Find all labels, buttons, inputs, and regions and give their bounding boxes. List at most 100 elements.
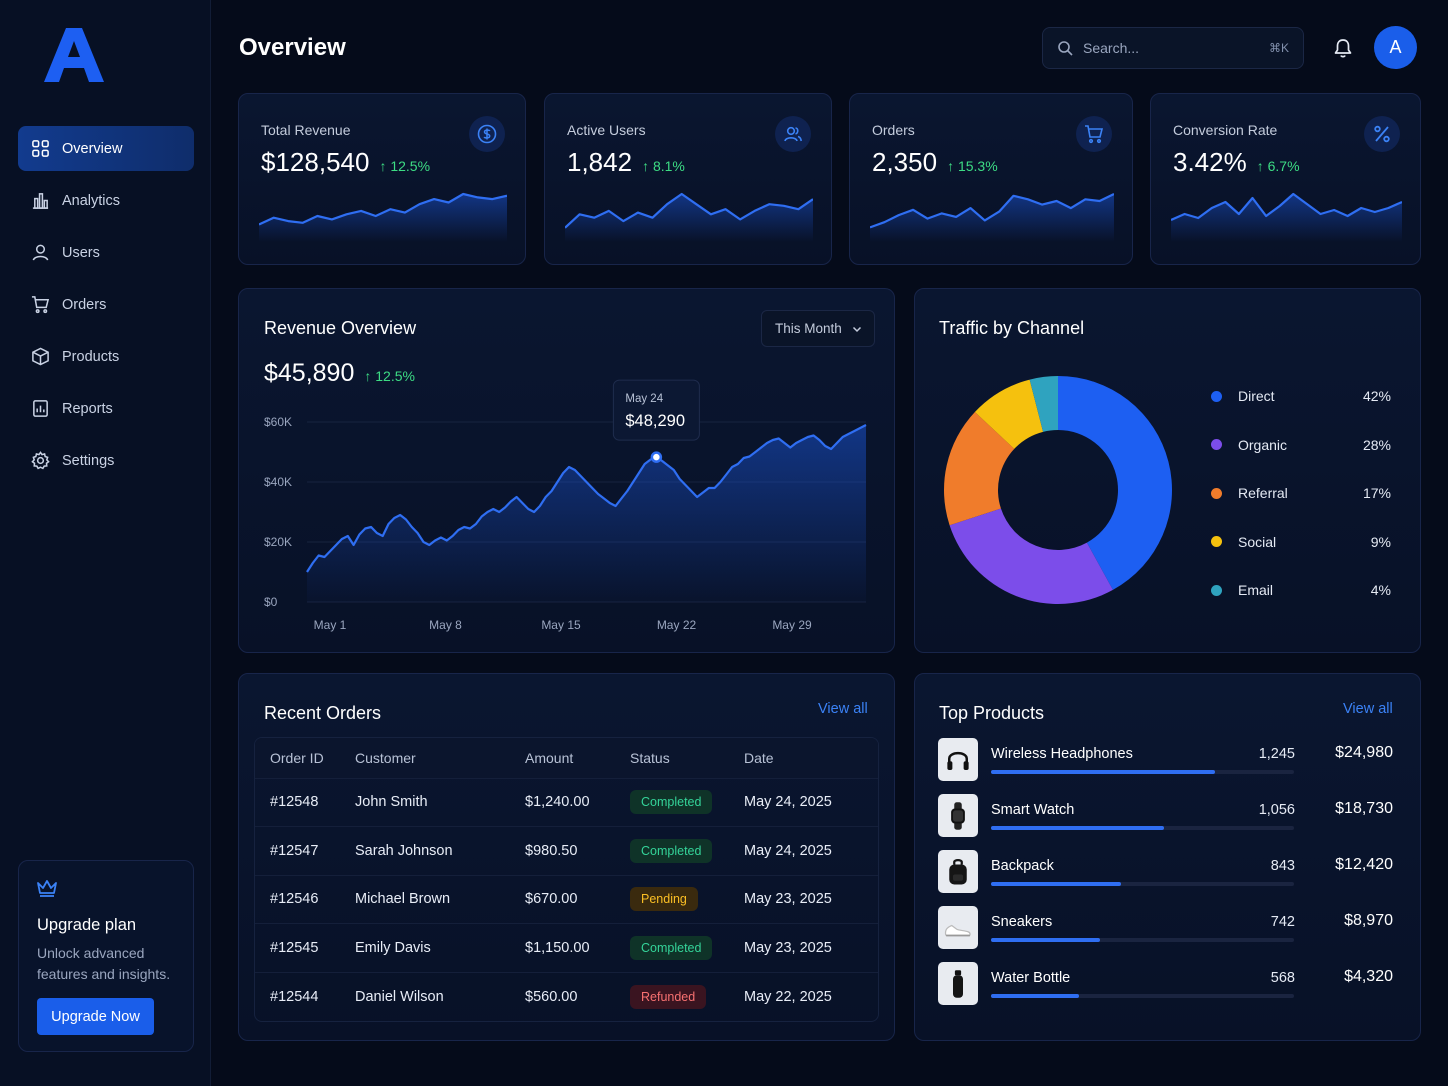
revenue-area (307, 425, 866, 602)
kpi-title: Active Users (567, 122, 646, 138)
cart-icon (31, 296, 50, 314)
sidebar-item-reports[interactable]: Reports (18, 386, 194, 431)
legend-percent: 9% (1370, 533, 1391, 550)
donut-slice-email[interactable] (1029, 376, 1058, 432)
bell-icon[interactable] (1332, 37, 1354, 59)
kpi-title: Conversion Rate (1173, 122, 1278, 138)
upgrade-card: Upgrade plan Unlock advanced features an… (18, 860, 194, 1052)
product-units: 1,056 (1258, 802, 1295, 818)
orders-view-all-link[interactable]: View all (818, 701, 868, 717)
product-units: 568 (1270, 970, 1295, 986)
sneaker-icon (944, 924, 971, 936)
list-item[interactable]: Wireless Headphones 1,245 $24,980 (938, 738, 1393, 782)
product-revenue: $4,320 (1344, 968, 1393, 985)
kpi-sparkline (565, 192, 813, 242)
donut-slice-direct[interactable] (1058, 376, 1172, 590)
table-row[interactable]: #12547 Sarah Johnson $980.50 Completed May 2… (255, 826, 878, 875)
sidebar-item-label: Users (62, 244, 100, 261)
product-sales-fill (991, 938, 1101, 942)
x-tick-label: May 8 (429, 618, 462, 632)
cell-order-id: #12548 (255, 777, 355, 827)
sidebar-item-settings[interactable]: Settings (18, 438, 194, 483)
product-sales-bar (991, 882, 1294, 886)
product-sales-bar (991, 994, 1294, 998)
cell-status: Completed (630, 777, 744, 827)
cell-order-id: #12546 (255, 874, 355, 924)
sidebar-item-orders[interactable]: Orders (18, 282, 194, 327)
cell-status: Refunded (630, 971, 744, 1021)
cell-order-id: #12547 (255, 826, 355, 875)
donut-slice-social[interactable] (974, 379, 1044, 449)
search-input[interactable]: Search... ⌘K (1042, 27, 1304, 69)
kpi-icon-wrap (1076, 116, 1112, 152)
sidebar-item-products[interactable]: Products (18, 334, 194, 379)
search-placeholder: Search... (1083, 40, 1140, 56)
legend-dot (1211, 536, 1222, 547)
legend-item-referral[interactable]: Referral 17% (1211, 482, 1391, 504)
app-logo[interactable] (44, 28, 104, 86)
legend-dot (1211, 390, 1222, 402)
orders-title: Recent Orders (264, 703, 382, 723)
kpi-value-row: 1,842 ↑ 8.1% (567, 147, 685, 178)
sparkline-line (259, 192, 507, 226)
top-products-card: Top Products View all Wireless Headphone… (914, 673, 1421, 1041)
table-row[interactable]: #12548 John Smith $1,240.00 Completed May 24… (255, 777, 878, 827)
y-tick-label: $60K (264, 415, 292, 429)
status-badge: Completed (630, 935, 713, 960)
list-item[interactable]: Water Bottle 568 $4,320 (938, 962, 1393, 1006)
legend-item-social[interactable]: Social 9% (1211, 531, 1391, 553)
product-sales-fill (991, 826, 1164, 830)
donut-slice-organic[interactable] (949, 508, 1113, 604)
cell-order-id: #12545 (255, 923, 355, 972)
table-row[interactable]: #12546 Michael Brown $670.00 Pending May 23,… (255, 874, 878, 924)
sparkline-area (565, 194, 813, 242)
products-title: Top Products (939, 703, 1045, 723)
list-item[interactable]: Smart Watch 1,056 $18,730 (938, 794, 1393, 838)
sparkline-area (259, 194, 507, 242)
column-header[interactable]: Order ID (255, 738, 355, 778)
tooltip-value: $48,290 (625, 412, 685, 430)
backpack-icon (949, 858, 967, 884)
sidebar-item-label: Analytics (62, 192, 121, 209)
list-item[interactable]: Backpack 843 $12,420 (938, 850, 1393, 894)
watch-icon (951, 801, 965, 830)
products-view-all-link[interactable]: View all (1343, 701, 1393, 717)
legend-item-email[interactable]: Email 4% (1211, 579, 1391, 601)
legend-dot (1211, 487, 1222, 499)
sidebar-item-overview[interactable]: Overview (18, 126, 194, 171)
column-header[interactable]: Customer (355, 738, 525, 778)
table-row[interactable]: #12544 Daniel Wilson $560.00 Refunded May 22… (255, 971, 878, 1021)
kpi-change: ↑ 6.7% (1256, 158, 1300, 174)
kpi-card-active-users: Active Users 1,842 ↑ 8.1% (544, 93, 832, 265)
column-header[interactable]: Status (630, 738, 744, 778)
status-badge: Completed (630, 838, 713, 863)
upgrade-now-button[interactable]: Upgrade Now (37, 998, 154, 1035)
period-select[interactable]: This Month (761, 310, 875, 347)
column-header[interactable]: Date (744, 738, 878, 778)
gear-icon (31, 451, 50, 470)
revenue-area-chart: $0 $20K $40K $60K May 1 May 8 May 15 May 22 May … (264, 379, 867, 632)
column-header[interactable]: Amount (525, 738, 630, 778)
traffic-card: Traffic by Channel Direct 42% Organic 28% Re… (914, 288, 1421, 653)
table-row[interactable]: #12545 Emily Davis $1,150.00 Completed May 2… (255, 923, 878, 972)
sidebar-item-users[interactable]: Users (18, 230, 194, 275)
legend-label: Organic (1238, 436, 1288, 453)
donut-slice-referral[interactable] (944, 411, 1015, 526)
sidebar-item-analytics[interactable]: Analytics (18, 178, 194, 223)
tooltip-date: May 24 (625, 393, 663, 405)
kpi-value: 3.42% (1173, 147, 1247, 177)
revenue-change: ↑ 12.5% (364, 368, 415, 384)
sidebar-item-label: Products (62, 348, 120, 365)
kpi-change: ↑ 8.1% (642, 158, 685, 174)
product-name: Wireless Headphones (991, 746, 1133, 762)
tooltip-marker[interactable] (650, 451, 663, 463)
list-item[interactable]: Sneakers 742 $8,970 (938, 906, 1393, 950)
legend-item-direct[interactable]: Direct 42% (1211, 385, 1391, 407)
cell-order-amount: $980.50 (525, 826, 630, 875)
sidebar: Overview Analytics Users Orders Products… (0, 0, 211, 1086)
avatar[interactable]: A (1374, 26, 1417, 69)
sidebar-item-label: Overview (62, 140, 123, 157)
sparkline-area (870, 194, 1114, 242)
product-name: Smart Watch (991, 802, 1075, 818)
legend-item-organic[interactable]: Organic 28% (1211, 434, 1391, 456)
